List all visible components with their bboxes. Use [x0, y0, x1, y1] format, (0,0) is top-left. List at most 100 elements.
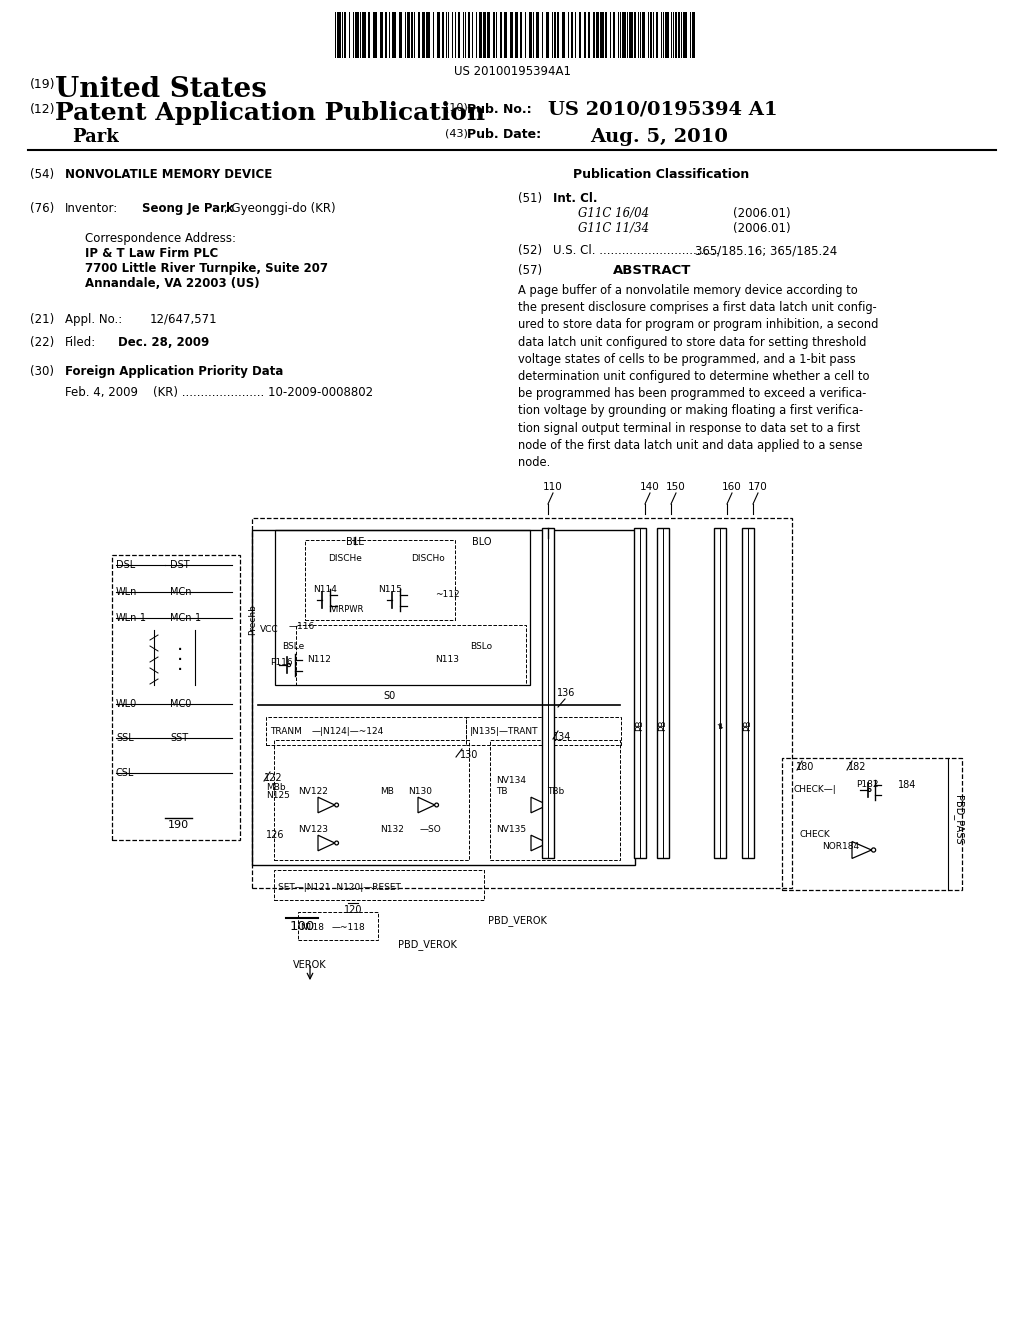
Bar — [252, 531, 635, 865]
Bar — [642, 12, 645, 58]
Text: P182: P182 — [856, 780, 879, 789]
Text: 120: 120 — [344, 906, 362, 915]
Bar — [468, 12, 470, 58]
Bar — [407, 12, 410, 58]
Bar — [683, 12, 687, 58]
Bar — [266, 717, 466, 744]
Text: , Gyeonggi-do (KR): , Gyeonggi-do (KR) — [224, 202, 336, 215]
Text: DSL: DSL — [116, 560, 135, 570]
Text: NV122: NV122 — [298, 787, 328, 796]
Bar — [355, 12, 359, 58]
Text: (54): (54) — [30, 168, 54, 181]
Bar — [600, 12, 604, 58]
Bar — [479, 12, 482, 58]
Text: (22): (22) — [30, 337, 54, 348]
Text: MCn: MCn — [170, 587, 191, 597]
Bar — [588, 12, 590, 58]
Bar — [529, 12, 532, 58]
Text: NOR184: NOR184 — [822, 842, 859, 851]
Text: (10): (10) — [445, 103, 468, 114]
Bar — [298, 912, 378, 940]
Bar — [112, 554, 240, 840]
Text: ·: · — [177, 651, 183, 669]
Text: S0: S0 — [384, 690, 396, 701]
Text: (12): (12) — [30, 103, 55, 116]
Text: 170: 170 — [749, 482, 768, 492]
Text: 7700 Little River Turnpike, Suite 207: 7700 Little River Turnpike, Suite 207 — [85, 261, 328, 275]
Text: Pub. Date:: Pub. Date: — [467, 128, 541, 141]
Text: MCn-1: MCn-1 — [170, 612, 201, 623]
Bar — [554, 12, 556, 58]
Text: ~112: ~112 — [435, 590, 460, 599]
Text: (2006.01): (2006.01) — [733, 207, 791, 220]
Text: —|N124|—~124: —|N124|—~124 — [312, 727, 384, 737]
Text: CSL: CSL — [116, 768, 134, 777]
Text: ≠: ≠ — [716, 721, 725, 729]
Text: (30): (30) — [30, 366, 54, 378]
Bar — [657, 528, 669, 858]
Text: —~118: —~118 — [332, 923, 366, 932]
Text: N130: N130 — [408, 787, 432, 796]
Text: G11C 16/04: G11C 16/04 — [578, 207, 649, 220]
Text: Int. Cl.: Int. Cl. — [553, 191, 597, 205]
Text: Feb. 4, 2009    (KR) ...................... 10-2009-0008802: Feb. 4, 2009 (KR) ......................… — [65, 385, 373, 399]
Text: DISCHe: DISCHe — [328, 554, 361, 564]
Text: Prechb: Prechb — [249, 605, 257, 635]
Text: Dec. 28, 2009: Dec. 28, 2009 — [118, 337, 209, 348]
Bar — [520, 12, 522, 58]
Text: U.S. Cl. ................................: U.S. Cl. ...............................… — [553, 244, 719, 257]
Text: PB: PB — [743, 719, 753, 731]
Text: Filed:: Filed: — [65, 337, 96, 348]
Text: Aug. 5, 2010: Aug. 5, 2010 — [590, 128, 728, 147]
Text: (21): (21) — [30, 313, 54, 326]
Text: (57): (57) — [518, 264, 542, 277]
Bar — [536, 12, 539, 58]
Bar — [692, 12, 695, 58]
Text: 190: 190 — [168, 820, 188, 830]
Text: DST: DST — [170, 560, 189, 570]
Text: N114: N114 — [313, 585, 337, 594]
Bar — [252, 517, 792, 888]
Bar — [380, 12, 383, 58]
Text: WL0: WL0 — [116, 700, 137, 709]
Bar — [622, 12, 626, 58]
Text: G11C 11/34: G11C 11/34 — [578, 222, 649, 235]
Text: NV135: NV135 — [496, 825, 526, 834]
Text: 100: 100 — [290, 920, 314, 933]
Text: TRANM: TRANM — [270, 727, 302, 737]
Bar — [678, 12, 680, 58]
Bar — [593, 12, 595, 58]
Text: 110: 110 — [543, 482, 563, 492]
Text: PBD_VEROK: PBD_VEROK — [398, 939, 457, 950]
Bar — [493, 12, 495, 58]
Text: —SO: —SO — [420, 825, 441, 834]
Bar — [562, 12, 565, 58]
Bar — [437, 12, 440, 58]
Bar — [399, 12, 402, 58]
Text: ·: · — [177, 660, 183, 680]
Text: Seong Je Park: Seong Je Park — [142, 202, 233, 215]
Bar — [411, 12, 413, 58]
Text: N115: N115 — [378, 585, 402, 594]
Bar — [579, 12, 581, 58]
Bar — [466, 717, 621, 744]
Text: Patent Application Publication: Patent Application Publication — [55, 102, 485, 125]
Text: PB: PB — [658, 719, 668, 731]
Bar — [490, 741, 620, 861]
Bar — [714, 528, 726, 858]
Text: (52): (52) — [518, 244, 542, 257]
Text: DISCHo: DISCHo — [411, 554, 444, 564]
Text: Inventor:: Inventor: — [65, 202, 118, 215]
Text: 150: 150 — [667, 482, 686, 492]
Bar — [385, 12, 387, 58]
Text: NV123: NV123 — [298, 825, 328, 834]
Bar — [656, 12, 658, 58]
Bar — [629, 12, 633, 58]
Bar — [650, 12, 652, 58]
Text: MBb: MBb — [266, 783, 286, 792]
Bar — [571, 12, 573, 58]
Bar — [373, 12, 377, 58]
Bar — [274, 741, 469, 861]
Text: IP & T Law Firm PLC: IP & T Law Firm PLC — [85, 247, 218, 260]
Text: TB: TB — [496, 787, 508, 796]
